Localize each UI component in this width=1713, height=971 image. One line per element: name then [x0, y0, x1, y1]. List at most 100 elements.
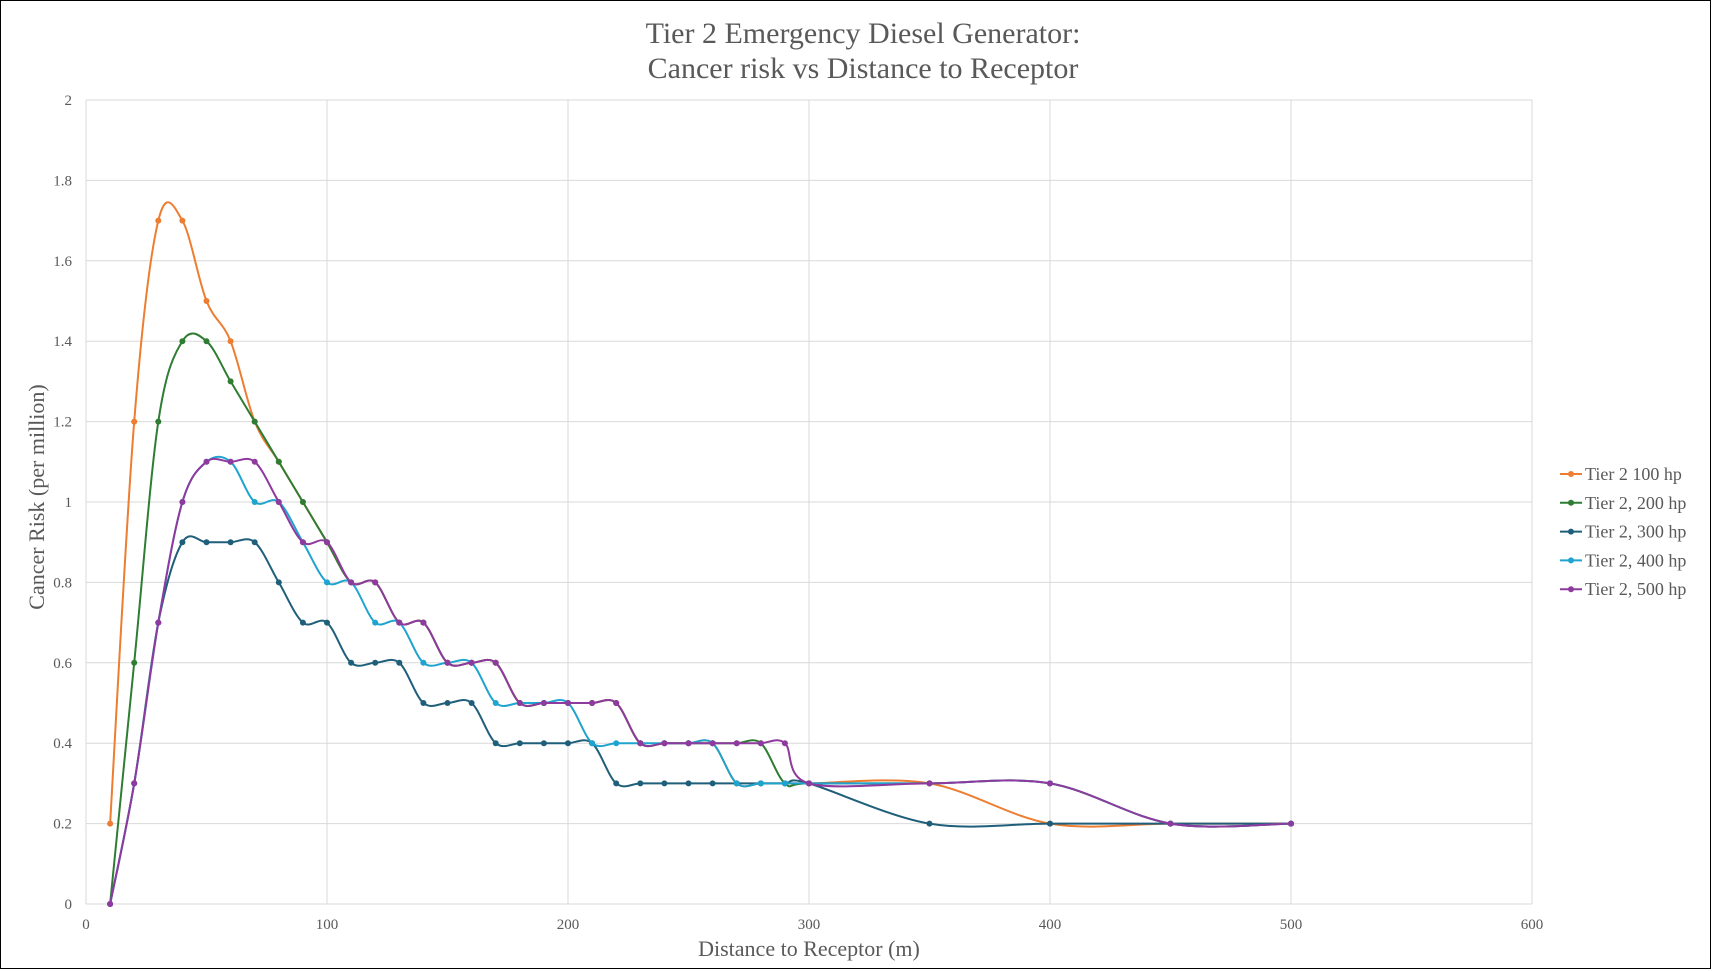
legend-label: Tier 2 100 hp [1585, 464, 1682, 484]
data-point-tier-2-300-hp [420, 700, 427, 706]
data-point-tier-2-300-hp [324, 619, 330, 626]
data-point-tier-2-500-hp [396, 619, 403, 626]
data-point-tier-2-200-hp [131, 659, 138, 666]
data-point-tier-2-300-hp [396, 659, 403, 666]
data-point-tier-2-500-hp [685, 740, 692, 747]
data-point-tier-2-200-hp [275, 458, 282, 465]
data-point-tier-2-500-hp [348, 579, 355, 586]
data-point-tier-2-500-hp [540, 700, 547, 706]
data-point-tier-2-500-hp [565, 700, 571, 706]
data-point-tier-2-500-hp [1288, 820, 1294, 827]
axes: 0 0.2 0.4 0.6 0.8 1 1.2 1.4 1.6 1.8 2 0 100 200 300 400… [53, 93, 1543, 933]
data-point-tier-2-500-hp [251, 458, 258, 465]
chart-title-line-1: Tier 2 Emergency Diesel Generator: [646, 17, 1081, 50]
data-point-tier-2-300-hp [637, 780, 644, 787]
data-point-tier-2-300-hp [685, 780, 692, 787]
data-point-tier-2-500-hp [613, 700, 620, 706]
data-point-tier-2-500-hp [420, 619, 427, 626]
data-point-tier-2-500-hp [1047, 780, 1053, 787]
data-point-tier-2-500-hp [179, 499, 186, 505]
data-point-tier-2-300-hp [348, 659, 355, 666]
x-tick-label: 100 [316, 917, 339, 933]
data-point-tier-2-400-hp [733, 780, 740, 787]
y-tick-label: 0.2 [53, 817, 72, 833]
y-tick-label: 0.6 [53, 656, 72, 672]
data-point-tier-2-300-hp [492, 740, 499, 747]
x-axis-title: Distance to Receptor (m) [698, 936, 920, 961]
legend-swatch-marker [1568, 471, 1574, 477]
data-point-tier-2-300-hp [926, 820, 933, 827]
data-point-tier-2-100-hp [155, 217, 162, 224]
legend-swatch-marker [1568, 499, 1574, 506]
data-point-tier-2-300-hp [275, 579, 282, 586]
data-point-tier-2-400-hp [781, 780, 788, 787]
series-line-tier-2-300-hp [109, 535, 1291, 905]
data-point-tier-2-300-hp [179, 539, 186, 546]
data-point-tier-2-400-hp [492, 700, 499, 706]
data-point-tier-2-300-hp [372, 659, 379, 666]
series-lines [107, 201, 1294, 907]
data-point-tier-2-100-hp [107, 820, 114, 827]
y-tick-label: 1.2 [53, 415, 72, 431]
x-tick-label: 600 [1521, 917, 1544, 933]
data-point-tier-2-200-hp [251, 418, 258, 425]
series-line-tier-2-400-hp [109, 455, 1292, 905]
data-point-tier-2-300-hp [613, 780, 620, 787]
data-point-tier-2-300-hp [709, 780, 716, 787]
legend-swatch-marker [1568, 528, 1574, 535]
data-point-tier-2-400-hp [420, 659, 427, 666]
y-tick-label: 0.8 [53, 575, 72, 591]
data-point-tier-2-300-hp [1047, 820, 1053, 827]
data-point-tier-2-100-hp [203, 298, 210, 304]
data-point-tier-2-300-hp [516, 740, 523, 747]
data-point-tier-2-400-hp [324, 579, 330, 586]
data-point-tier-2-200-hp [299, 499, 306, 505]
data-point-tier-2-100-hp [131, 418, 138, 425]
data-point-tier-2-400-hp [757, 780, 764, 787]
data-point-tier-2-500-hp [661, 740, 668, 747]
data-point-tier-2-500-hp [1167, 820, 1174, 827]
data-point-tier-2-200-hp [155, 418, 162, 425]
legend-label: Tier 2, 500 hp [1585, 579, 1686, 599]
data-point-tier-2-500-hp [324, 539, 330, 546]
x-tick-label: 300 [798, 917, 821, 933]
data-point-tier-2-500-hp [203, 458, 210, 465]
x-tick-label: 400 [1039, 917, 1062, 933]
x-tick-label: 200 [557, 917, 580, 933]
gridlines [85, 99, 1533, 905]
y-tick-label: 1.4 [53, 334, 72, 350]
data-point-tier-2-500-hp [637, 740, 644, 747]
data-point-tier-2-200-hp [179, 338, 186, 345]
legend-label: Tier 2, 200 hp [1585, 493, 1686, 513]
data-point-tier-2-500-hp [926, 780, 933, 787]
data-point-tier-2-500-hp [806, 780, 812, 787]
data-point-tier-2-500-hp [299, 539, 306, 546]
y-tick-label: 2 [65, 93, 73, 109]
data-point-tier-2-500-hp [131, 780, 138, 787]
data-point-tier-2-100-hp [227, 338, 234, 345]
data-point-tier-2-500-hp [589, 700, 596, 706]
data-point-tier-2-300-hp [540, 740, 547, 747]
data-point-tier-2-200-hp [227, 378, 234, 385]
data-point-tier-2-500-hp [733, 740, 740, 747]
data-point-tier-2-300-hp [661, 780, 668, 787]
data-point-tier-2-500-hp [516, 700, 523, 706]
legend-swatch-marker [1568, 586, 1574, 593]
legend-label: Tier 2, 400 hp [1585, 550, 1686, 570]
y-tick-label: 0.4 [53, 736, 72, 752]
data-point-tier-2-300-hp [444, 700, 451, 706]
data-point-tier-2-400-hp [251, 499, 258, 505]
data-point-tier-2-500-hp [372, 579, 379, 586]
data-point-tier-2-500-hp [444, 659, 451, 666]
series-line-tier-2-200-hp [109, 332, 1292, 905]
data-point-tier-2-500-hp [107, 901, 114, 907]
data-point-tier-2-500-hp [468, 659, 475, 666]
data-point-tier-2-500-hp [227, 458, 234, 465]
data-point-tier-2-500-hp [275, 499, 282, 505]
data-point-tier-2-500-hp [492, 659, 499, 666]
data-point-tier-2-200-hp [203, 338, 210, 345]
data-point-tier-2-300-hp [468, 700, 475, 706]
data-point-tier-2-300-hp [251, 539, 258, 546]
